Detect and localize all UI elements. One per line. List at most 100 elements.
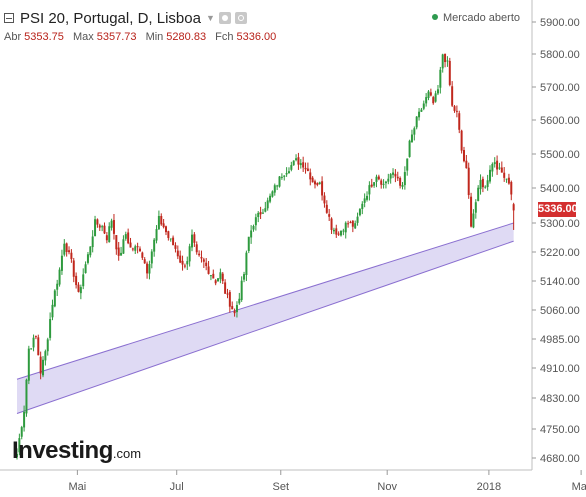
candle-up <box>406 158 409 171</box>
channel-upper-line <box>16 222 514 380</box>
candle-up <box>252 225 255 230</box>
candle-up <box>474 202 477 213</box>
candle-down <box>205 262 208 267</box>
candle-down <box>37 337 40 356</box>
candle-down <box>453 106 456 111</box>
candle-up <box>240 280 243 300</box>
candle-up <box>94 219 97 237</box>
candle-up <box>276 185 279 187</box>
candle-up <box>209 275 212 277</box>
candle-down <box>302 162 305 168</box>
candle-up <box>84 264 87 274</box>
candle-up <box>42 359 45 376</box>
candle-down <box>138 248 141 252</box>
eye-icon[interactable] <box>218 12 231 24</box>
candle-up <box>318 182 321 184</box>
candle-down <box>75 275 78 286</box>
candle-down <box>224 282 227 294</box>
y-tick-label: 4985.00 <box>540 334 580 346</box>
candle-up <box>266 200 269 209</box>
x-tick-label: Nov <box>377 481 397 493</box>
candle-down <box>167 231 170 238</box>
candle-up <box>271 191 274 197</box>
x-tick-label: Jul <box>170 481 184 493</box>
candle-down <box>507 177 510 184</box>
candle-down <box>77 284 80 292</box>
candle-down <box>212 273 215 279</box>
candle-down <box>444 53 447 63</box>
candle-up <box>373 182 376 186</box>
candle-down <box>228 292 231 307</box>
candle-up <box>392 172 395 175</box>
candle-up <box>30 348 33 350</box>
candle-up <box>418 111 421 118</box>
candle-down <box>129 242 132 248</box>
candle-down <box>172 237 175 246</box>
candle-down <box>96 219 99 225</box>
candle-down <box>462 150 465 162</box>
candle-down <box>510 181 513 195</box>
candle-up <box>332 229 335 232</box>
candle-down <box>370 184 373 187</box>
candle-up <box>217 278 220 282</box>
candle-down <box>380 180 383 185</box>
candle-up <box>110 220 113 228</box>
chart-title[interactable]: PSI 20, Portugal, D, Lisboa <box>20 9 201 27</box>
candle-up <box>46 339 49 352</box>
candle-up <box>366 195 369 200</box>
candle-down <box>325 204 328 213</box>
candle-up <box>186 261 189 265</box>
candle-down <box>193 234 196 243</box>
candle-down <box>200 256 203 259</box>
candle-down <box>146 263 149 274</box>
candle-down <box>143 259 146 264</box>
gear-icon[interactable] <box>234 12 247 24</box>
logo-text: Investing <box>12 437 113 464</box>
market-status-text: Mercado aberto <box>442 12 520 24</box>
candle-up <box>342 230 345 232</box>
candle-down <box>399 177 402 186</box>
candle-up <box>278 176 281 187</box>
candle-up <box>491 163 494 172</box>
candle-up <box>472 213 475 228</box>
candle-down <box>221 273 224 281</box>
y-tick-label: 5220.00 <box>540 247 580 259</box>
y-tick-label: 4680.00 <box>540 453 580 465</box>
candle-down <box>337 233 340 235</box>
y-tick-label: 5600.00 <box>540 115 580 127</box>
candle-up <box>436 89 439 94</box>
candle-up <box>413 128 416 135</box>
chevron-down-icon[interactable]: ▼ <box>205 13 215 23</box>
candle-down <box>39 356 42 374</box>
candle-down <box>181 260 184 265</box>
candle-up <box>403 172 406 186</box>
candle-down <box>160 216 163 225</box>
candle-down <box>503 172 506 178</box>
candle-down <box>311 177 314 183</box>
logo-suffix: .com <box>112 446 142 461</box>
candle-up <box>18 438 21 453</box>
candle-up <box>354 223 357 229</box>
candle-down <box>467 167 470 196</box>
candle-up <box>498 167 501 169</box>
candle-up <box>120 252 123 256</box>
candle-up <box>295 158 298 161</box>
collapse-icon[interactable] <box>4 13 14 23</box>
candle-up <box>441 54 444 69</box>
candle-down <box>313 181 316 185</box>
candle-up <box>439 69 442 88</box>
candle-up <box>32 337 35 348</box>
candle-down <box>330 218 333 230</box>
candle-up <box>434 93 437 102</box>
y-tick-label: 5140.00 <box>540 276 580 288</box>
candle-up <box>408 140 411 157</box>
candle-up <box>44 351 47 361</box>
trend-channel <box>17 223 514 414</box>
candle-down <box>481 178 484 188</box>
candle-up <box>82 274 85 287</box>
candle-down <box>323 195 326 204</box>
ohlc-high-label: Max <box>72 31 94 43</box>
candle-up <box>25 379 28 414</box>
